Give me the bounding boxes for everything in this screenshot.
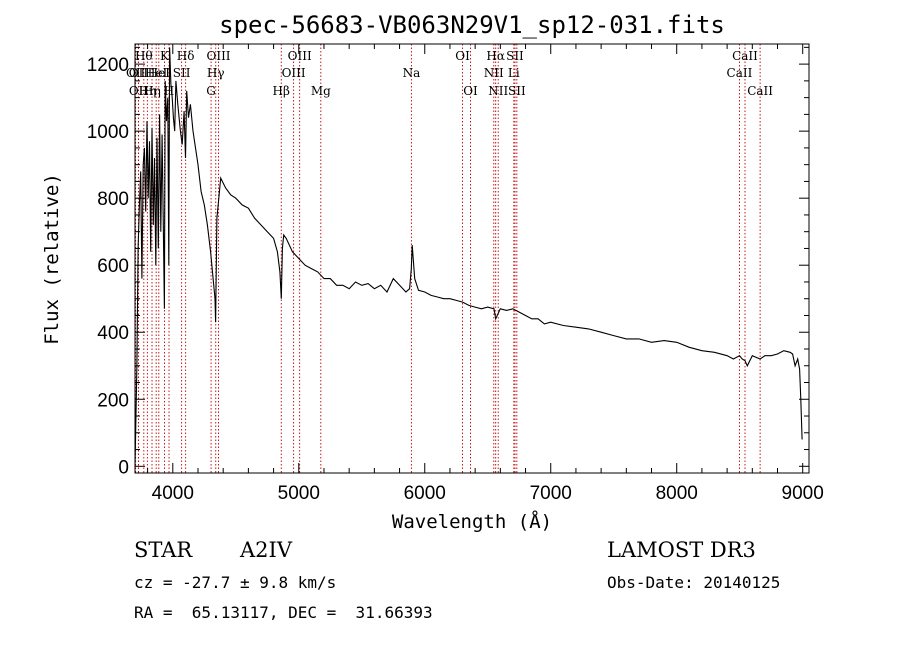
x-axis-label: Wavelength (Å) (392, 510, 552, 533)
line-label-28: CaII (727, 66, 753, 80)
emission-line-labels: OIIOIIOIIHθHηHηHeIHeIKHSIIHδGHγOIIIHβOII… (126, 49, 773, 98)
chart-title: spec-56683-VB063N29V1_sp12-031.fits (219, 11, 725, 39)
line-label-19: Na (403, 66, 421, 80)
line-label-25: Li (508, 66, 520, 80)
x-tick-label-9000: 9000 (782, 483, 824, 504)
x-tick-label-8000: 8000 (656, 483, 698, 504)
object-class: STAR (134, 538, 193, 562)
line-label-5: Hη (143, 84, 161, 98)
line-label-29: CaII (732, 49, 758, 63)
line-label-6: HeI (145, 66, 168, 80)
x-tick-label-7000: 7000 (530, 483, 572, 504)
y-axis-ticks: 0 200 400 600 800 1000 1200 (87, 46, 809, 478)
line-label-17: OIII (288, 49, 312, 63)
x-tick-label-6000: 6000 (404, 483, 446, 504)
line-label-22: NII (484, 66, 504, 80)
line-label-13: Hγ (207, 66, 225, 80)
y-tick-label-800: 800 (97, 189, 129, 210)
line-label-18: Mg (311, 84, 331, 98)
line-label-26: SII (506, 49, 524, 63)
line-label-1: OII (129, 66, 149, 80)
line-label-23: Hα (486, 49, 505, 63)
plot-frame (134, 43, 810, 474)
redshift-velocity: cz = -27.7 ± 9.8 km/s (134, 573, 337, 592)
line-label-16: OIII (282, 66, 306, 80)
line-label-2: OII (129, 84, 149, 98)
y-tick-label-200: 200 (97, 390, 129, 411)
line-label-0: OII (126, 66, 146, 80)
y-tick-label-1200: 1200 (87, 55, 129, 76)
line-label-4: Hη (139, 84, 157, 98)
line-label-14: OIII (206, 49, 230, 63)
line-label-8: K (160, 49, 170, 63)
line-label-12: G (206, 84, 216, 98)
x-tick-label-4000: 4000 (152, 483, 194, 504)
observation-date: Obs-Date: 20140125 (607, 573, 781, 592)
y-axis-label: Flux (relative) (41, 173, 63, 345)
y-tick-label-600: 600 (97, 256, 129, 277)
emission-line-markers (135, 44, 761, 473)
line-label-21: OI (463, 84, 478, 98)
x-tick-label-5000: 5000 (278, 483, 320, 504)
sky-coordinates: RA = 65.13117, DEC = 31.66393 (134, 603, 433, 622)
line-label-10: SII (173, 66, 191, 80)
line-label-24: NII (488, 84, 508, 98)
spectrum-series-line (134, 47, 803, 467)
y-tick-label-1000: 1000 (87, 122, 129, 143)
x-axis-ticks: 4000 5000 6000 7000 8000 9000 (147, 44, 824, 504)
line-label-20: OI (455, 49, 470, 63)
line-label-7: HeI (148, 66, 171, 80)
line-label-30: CaII (747, 84, 773, 98)
line-label-27: SII (508, 84, 526, 98)
line-label-3: Hθ (135, 49, 153, 63)
y-tick-label-400: 400 (97, 323, 129, 344)
y-tick-label-0: 0 (118, 457, 129, 478)
line-label-15: Hβ (273, 84, 290, 98)
survey-name: LAMOST DR3 (607, 538, 756, 562)
object-subclass: A2IV (240, 538, 292, 562)
line-label-11: Hδ (177, 49, 195, 63)
